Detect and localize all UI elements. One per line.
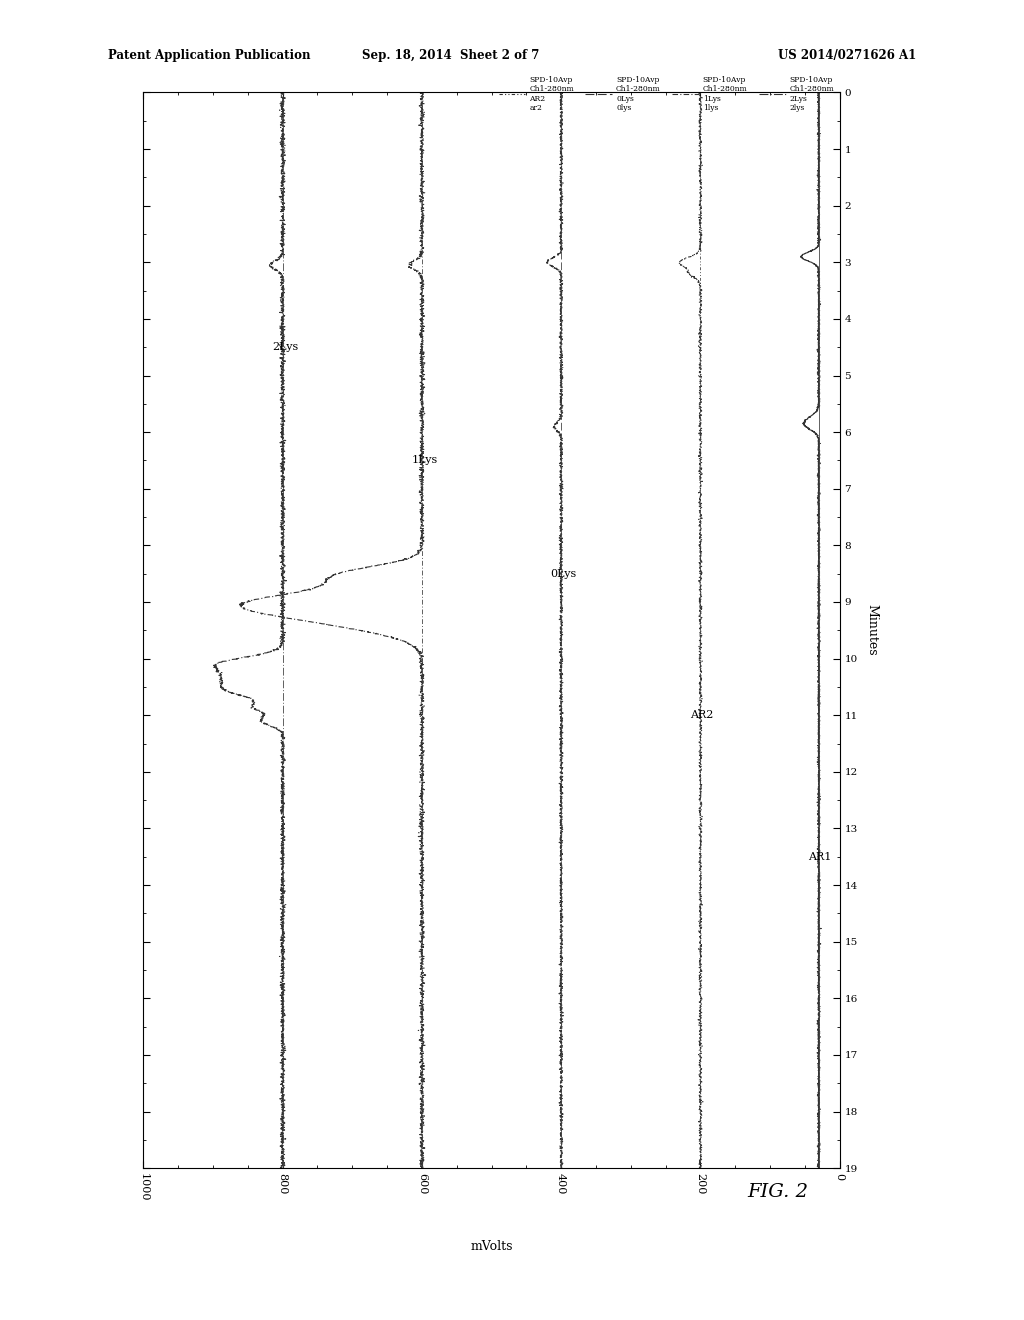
Legend: SPD-10Avp
Ch1-280nm
AR2
ar2, SPD-10Avp
Ch1-280nm
0Lys
0lys, SPD-10Avp
Ch1-280nm
: SPD-10Avp Ch1-280nm AR2 ar2, SPD-10Avp C… xyxy=(498,75,836,114)
Y-axis label: Minutes: Minutes xyxy=(865,605,879,656)
Text: FIG. 2: FIG. 2 xyxy=(748,1183,809,1201)
Text: Patent Application Publication: Patent Application Publication xyxy=(108,49,310,62)
Text: AR2: AR2 xyxy=(690,710,714,721)
Text: 1Lys: 1Lys xyxy=(412,455,437,466)
X-axis label: mVolts: mVolts xyxy=(470,1241,513,1254)
Text: 0Lys: 0Lys xyxy=(551,569,577,578)
Text: AR1: AR1 xyxy=(808,851,831,862)
Text: Sep. 18, 2014  Sheet 2 of 7: Sep. 18, 2014 Sheet 2 of 7 xyxy=(361,49,540,62)
Text: US 2014/0271626 A1: US 2014/0271626 A1 xyxy=(778,49,916,62)
Text: 2Lys: 2Lys xyxy=(272,342,298,352)
